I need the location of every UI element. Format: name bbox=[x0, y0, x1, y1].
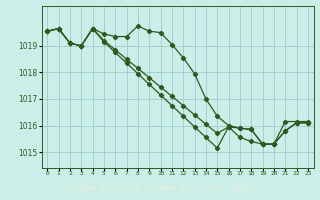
Text: Graphe pression niveau de la mer (hPa): Graphe pression niveau de la mer (hPa) bbox=[65, 183, 255, 192]
